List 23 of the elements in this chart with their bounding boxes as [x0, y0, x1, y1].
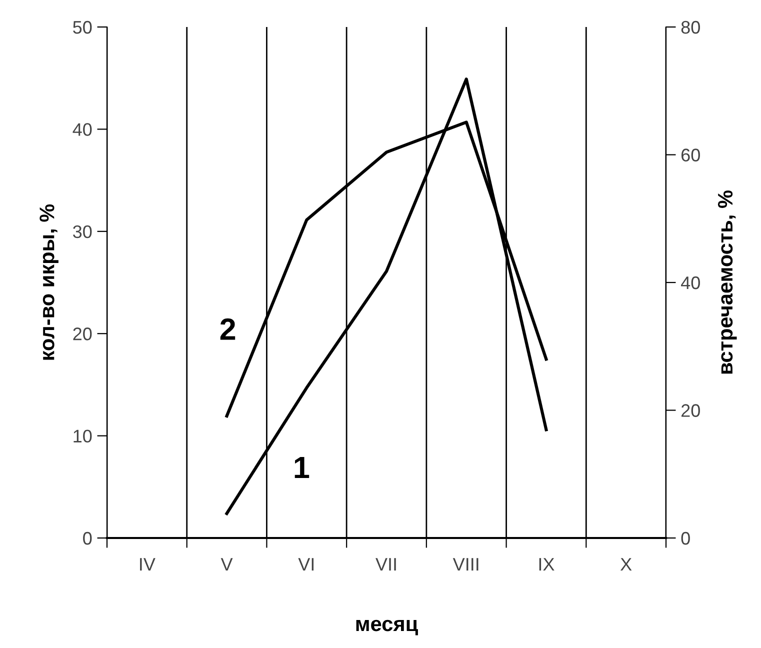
- y-tick-label: 50: [73, 20, 92, 34]
- x-axis-title: месяц: [356, 620, 418, 636]
- y-tick-label: 30: [73, 225, 92, 238]
- y2-tick-label: 40: [681, 276, 700, 290]
- x-tick-label: X: [620, 558, 632, 571]
- y2-tick-label: 60: [682, 148, 700, 162]
- y-tick-label: 10: [74, 430, 92, 443]
- x-tick-label: VIII: [452, 558, 478, 571]
- y-axis-title: кол-во икры, %: [40, 204, 58, 360]
- y2-axis-title: встречаемость, %: [718, 190, 737, 374]
- x-tick-label: VII: [376, 558, 396, 571]
- x-tick-label: VI: [298, 558, 314, 571]
- series-label: 1: [294, 456, 310, 478]
- x-tick-label: IV: [140, 558, 156, 571]
- y-tick-label: 40: [72, 123, 92, 136]
- x-tick-label: IX: [539, 558, 554, 571]
- y2-tick-label: 20: [681, 404, 700, 417]
- y-tick-label: 20: [73, 328, 92, 340]
- series-label: 2: [220, 318, 236, 340]
- y2-tick-label: 0: [681, 532, 690, 545]
- y2-tick-label: 80: [681, 20, 700, 34]
- y-tick-label: 0: [83, 532, 92, 545]
- x-tick-label: V: [220, 558, 233, 571]
